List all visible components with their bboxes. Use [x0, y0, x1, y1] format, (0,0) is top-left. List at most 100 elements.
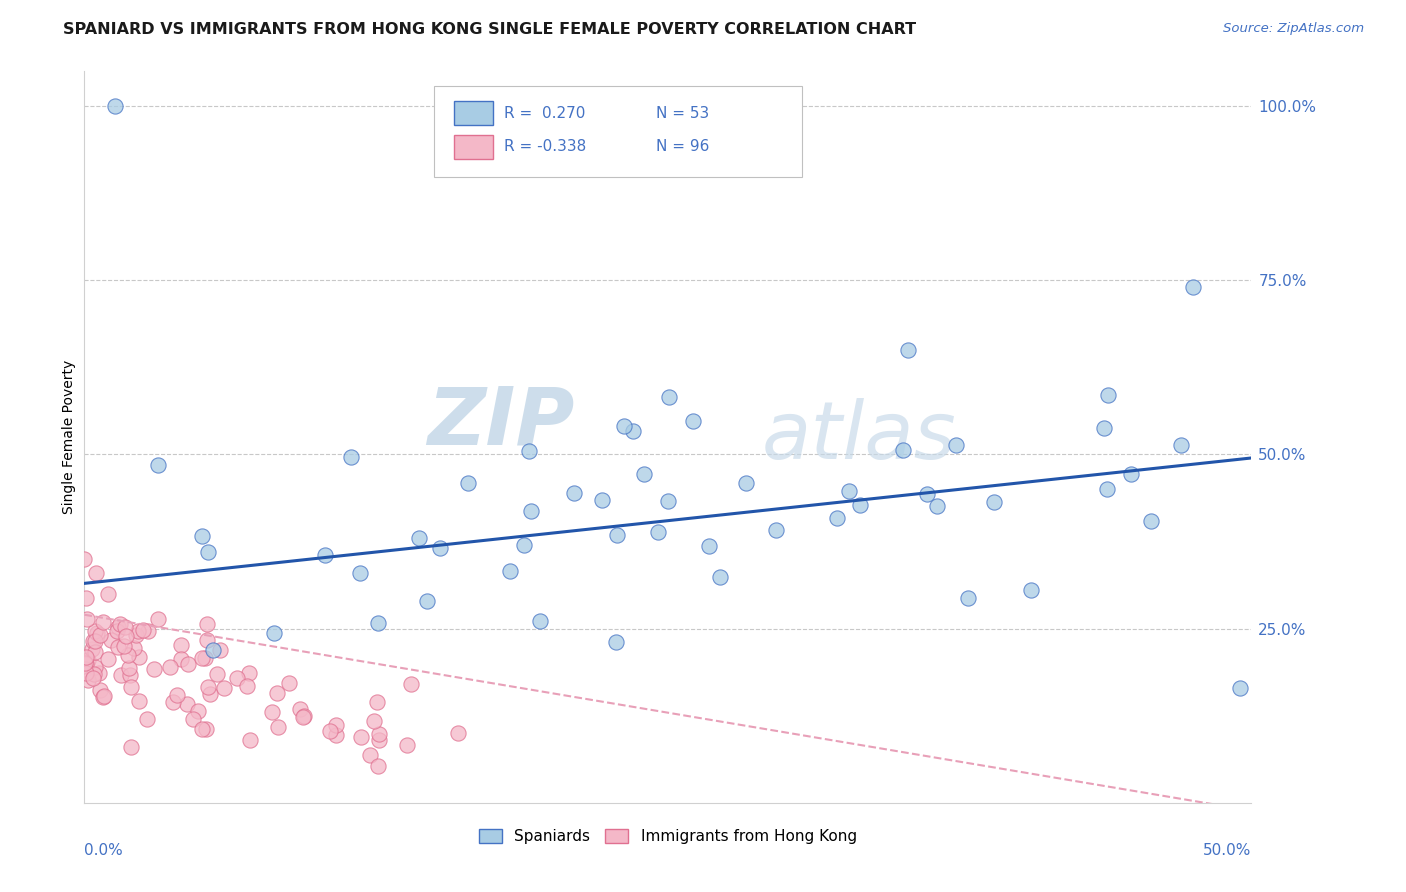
Point: [169, 652, 191, 666]
Point: [82, 671, 104, 685]
Point: [647, 524, 669, 539]
Point: [148, 612, 170, 626]
Text: ZIP: ZIP: [427, 384, 575, 461]
Point: [120, 740, 142, 755]
Point: [207, 666, 229, 681]
Point: [190, 723, 212, 737]
Point: [658, 390, 681, 404]
Point: [127, 624, 149, 639]
Point: [209, 643, 232, 657]
Point: [513, 538, 536, 552]
Point: [117, 648, 139, 662]
Point: [114, 629, 136, 643]
Text: 0.0%: 0.0%: [84, 843, 124, 858]
Point: [349, 566, 371, 581]
Point: [520, 504, 543, 518]
FancyBboxPatch shape: [454, 135, 494, 159]
Point: [606, 528, 628, 542]
Point: [201, 642, 224, 657]
Point: [278, 676, 301, 690]
Point: [166, 688, 188, 702]
Point: [73, 662, 96, 676]
Point: [76, 612, 98, 626]
Point: [128, 694, 150, 708]
Text: SPANIARD VS IMMIGRANTS FROM HONG KONG SINGLE FEMALE POVERTY CORRELATION CHART: SPANIARD VS IMMIGRANTS FROM HONG KONG SI…: [63, 22, 917, 37]
Point: [187, 704, 209, 718]
Point: [114, 620, 136, 634]
Point: [169, 638, 191, 652]
Point: [849, 498, 872, 512]
Point: [657, 494, 679, 508]
Text: R = -0.338: R = -0.338: [505, 139, 586, 154]
Point: [104, 99, 127, 113]
Point: [91, 615, 114, 630]
Point: [159, 660, 181, 674]
Point: [314, 548, 336, 562]
Point: [983, 494, 1005, 508]
Point: [214, 681, 236, 696]
Point: [195, 632, 218, 647]
Point: [197, 544, 219, 558]
Point: [118, 668, 141, 682]
Point: [613, 419, 636, 434]
Point: [143, 662, 166, 676]
Point: [1095, 482, 1118, 496]
Point: [266, 685, 288, 699]
Point: [734, 475, 756, 490]
Point: [368, 732, 391, 747]
Point: [945, 438, 967, 452]
Point: [225, 671, 247, 685]
Text: atlas: atlas: [761, 398, 956, 476]
Point: [591, 493, 613, 508]
Text: N = 53: N = 53: [657, 105, 710, 120]
Point: [122, 640, 145, 655]
Point: [194, 651, 217, 665]
Point: [359, 747, 381, 762]
Point: [76, 653, 98, 667]
Point: [621, 424, 644, 438]
Point: [191, 650, 214, 665]
Point: [891, 442, 914, 457]
Text: Source: ZipAtlas.com: Source: ZipAtlas.com: [1223, 22, 1364, 36]
Point: [146, 458, 169, 473]
Point: [195, 617, 218, 632]
Point: [198, 687, 221, 701]
Point: [136, 624, 159, 639]
Point: [1229, 681, 1251, 695]
Point: [1019, 582, 1042, 597]
Point: [75, 665, 97, 680]
Point: [91, 690, 114, 704]
Point: [235, 679, 257, 693]
Point: [86, 626, 108, 640]
Point: [368, 726, 391, 740]
Point: [395, 739, 418, 753]
Point: [325, 728, 347, 742]
Text: R =  0.270: R = 0.270: [505, 105, 586, 120]
Point: [605, 635, 627, 649]
Point: [136, 712, 159, 726]
Point: [89, 665, 111, 680]
Point: [110, 668, 132, 682]
Point: [120, 680, 142, 694]
Point: [340, 450, 363, 464]
Point: [517, 443, 540, 458]
Point: [288, 702, 311, 716]
Point: [957, 591, 980, 605]
Point: [408, 531, 430, 545]
Point: [709, 570, 731, 584]
Point: [128, 649, 150, 664]
Point: [1097, 388, 1119, 402]
Point: [195, 722, 218, 736]
Point: [84, 624, 107, 638]
Point: [399, 677, 422, 691]
Point: [457, 475, 479, 490]
Point: [292, 708, 315, 723]
Point: [499, 564, 522, 578]
Point: [1181, 280, 1204, 294]
Point: [262, 706, 284, 720]
Point: [84, 566, 107, 580]
Point: [897, 343, 920, 358]
Point: [83, 633, 105, 648]
Point: [363, 714, 385, 729]
Point: [82, 642, 104, 657]
